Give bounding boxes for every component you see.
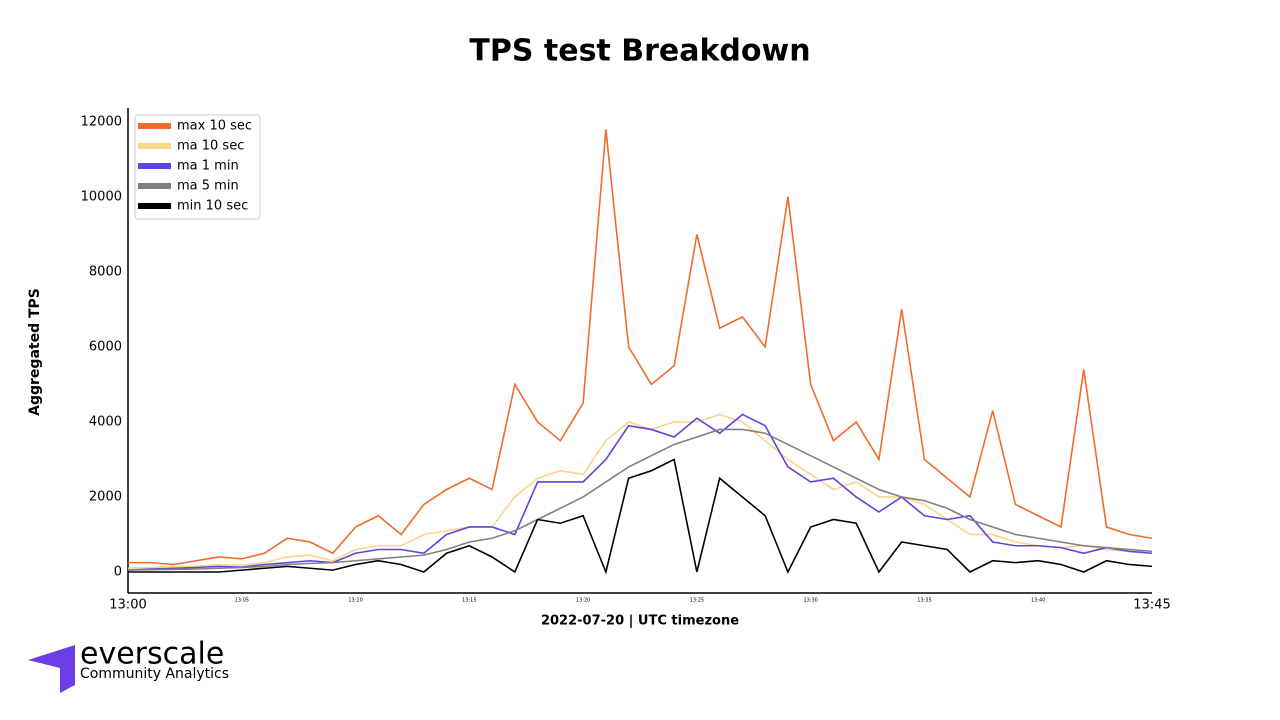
series-line [127,413,1153,570]
y-tick-label: 12000 [81,114,122,129]
legend-swatch [138,183,171,189]
x-axis-label: 2022-07-20 | UTC timezone [541,614,739,629]
legend-swatch [138,163,171,169]
legend-swatch [138,143,171,149]
logo-tagline: Community Analytics [80,666,229,682]
x-tick-label: 13:15 [462,598,476,604]
y-tick-label: 4000 [89,414,122,429]
y-axis-label: Aggregated TPS [27,288,43,416]
legend-swatch [138,203,171,209]
x-tick-label: 13:25 [690,598,704,604]
legend-label: max 10 sec [177,119,252,134]
logo-name: everscale [80,637,224,672]
x-tick-label: 13:05 [235,598,249,604]
y-tick-label: 10000 [81,189,122,204]
legend-box [134,114,261,220]
series-line [128,129,1153,566]
legend-label: min 10 sec [177,199,248,214]
legend-label: ma 5 min [177,179,239,194]
legend-swatch [138,123,171,129]
chart-title: TPS test Breakdown [469,34,810,69]
x-tick-label: 13:35 [917,598,931,604]
x-tick-label: 13:30 [803,598,817,604]
x-tick-label: 13:45 [1133,598,1170,613]
series-line [127,428,1153,571]
series-line [127,413,1153,571]
y-tick-label: 2000 [89,489,122,504]
y-tick-label: 0 [114,564,122,579]
y-tick-label: 6000 [89,339,122,354]
legend-label: ma 10 sec [177,139,244,154]
x-tick-label: 13:40 [1031,598,1045,604]
legend-label: ma 1 min [177,159,239,174]
logo-icon [28,645,75,693]
x-tick-label: 13:00 [109,598,146,613]
x-tick-label: 13:10 [348,598,362,604]
x-tick-label: 13:20 [576,598,590,604]
series-line [128,458,1153,575]
y-tick-label: 8000 [89,264,122,279]
